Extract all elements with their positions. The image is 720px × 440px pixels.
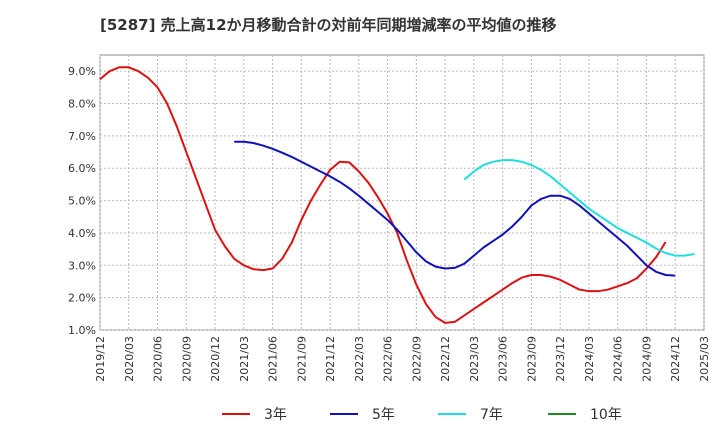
y-tick-label: 8.0% [68,98,96,111]
series-line-3年 [99,66,667,324]
x-tick-label: 2020/03 [123,336,136,382]
x-tick-label: 2024/03 [583,336,596,382]
y-tick-label: 9.0% [68,65,96,78]
x-tick-label: 2021/03 [238,336,251,382]
x-tick-label: 2022/06 [382,336,395,382]
legend: 3年 5年 7年 10年 [222,407,622,423]
series-lines [99,66,695,324]
x-tick-label: 2024/09 [640,336,653,382]
x-tick-label: 2020/09 [180,336,193,382]
x-tick-label: 2021/06 [267,336,280,382]
legend-label-10年: 10年 [590,407,622,423]
y-tick-label: 1.0% [68,324,96,337]
y-tick-label: 3.0% [68,259,96,272]
x-tick-label: 2023/03 [468,336,481,382]
legend-label-5年: 5年 [372,407,395,423]
legend-label-3年: 3年 [264,407,287,423]
x-tick-label: 2023/06 [497,336,510,382]
x-tick-label: 2023/12 [554,336,567,382]
chart-title: [5287] 売上高12か月移動合計の対前年同期増減率の平均値の推移 [100,16,557,34]
x-tick-label: 2021/12 [324,336,337,382]
x-tick-label: 2023/09 [525,336,538,382]
x-tick-label: 2022/03 [353,336,366,382]
x-tick-label: 2024/12 [669,336,682,382]
y-tick-label: 6.0% [68,162,96,175]
x-tick-label: 2022/12 [439,336,452,382]
x-tick-label: 2020/06 [152,336,165,382]
y-axis: 1.0% 2.0% 3.0% 4.0% 5.0% 6.0% 7.0% 8.0% 9.0% [68,65,96,337]
x-axis: 2019/12 2020/03 2020/06 2020/09 2020/12 2021/… [94,336,711,382]
y-tick-label: 2.0% [68,292,96,305]
series-line-5年 [234,140,676,277]
legend-label-7年: 7年 [480,407,503,423]
x-tick-label: 2019/12 [94,336,107,382]
grid [99,55,705,331]
x-tick-label: 2025/03 [698,336,711,382]
x-tick-label: 2024/06 [612,336,625,382]
x-tick-label: 2022/09 [410,336,423,382]
series-line-7年 [463,159,695,257]
y-tick-label: 5.0% [68,195,96,208]
y-tick-label: 7.0% [68,130,96,143]
y-tick-label: 4.0% [68,227,96,240]
x-tick-label: 2020/12 [209,336,222,382]
x-tick-label: 2021/09 [295,336,308,382]
